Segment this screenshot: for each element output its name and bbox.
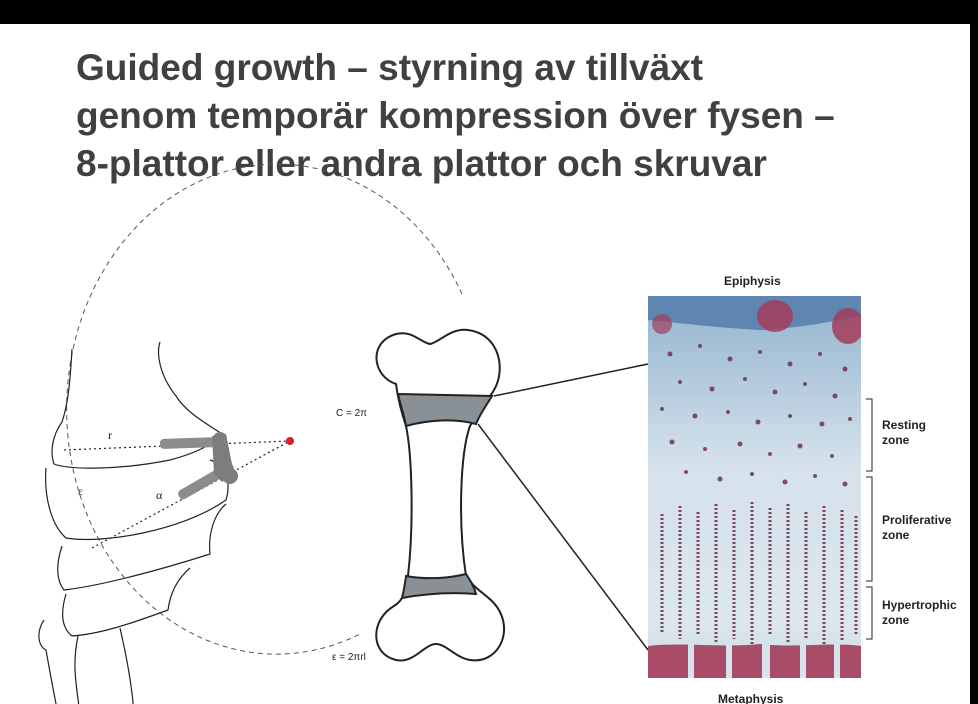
zoom-line-top bbox=[493, 363, 649, 397]
bone-outline bbox=[375, 328, 505, 662]
tibia-lower bbox=[62, 567, 191, 637]
femur-outline bbox=[51, 341, 223, 469]
proliferative-bracket bbox=[866, 476, 873, 582]
zone-proliferative-line2: zone bbox=[882, 528, 910, 542]
fibula-outline bbox=[38, 619, 57, 704]
histology-image bbox=[648, 296, 861, 678]
slide: Guided growth – styrning av tillväxt gen… bbox=[0, 24, 970, 704]
zone-brackets bbox=[866, 398, 873, 640]
window-edge bbox=[970, 24, 978, 704]
zone-hypertrophic-line1: Hypertrophic bbox=[882, 598, 957, 612]
distal-physis bbox=[400, 572, 478, 600]
formula-circumference: C = 2π bbox=[336, 408, 368, 419]
zoom-line-bottom bbox=[477, 423, 649, 651]
title-line-3: 8-plattor eller andra plattor och skruva… bbox=[76, 143, 767, 184]
zone-resting-line1: Resting bbox=[882, 418, 927, 432]
label-epsilon: ε bbox=[78, 484, 84, 498]
long-bone bbox=[375, 328, 505, 662]
figure bbox=[38, 163, 873, 704]
tibia-epiphysis bbox=[45, 459, 229, 541]
proximal-physis bbox=[396, 392, 494, 428]
title-line-2: genom temporär kompression över fysen – bbox=[76, 95, 835, 136]
label-epiphysis: Epiphysis bbox=[724, 274, 781, 288]
formula-epsilon: ε = 2πrl bbox=[332, 652, 366, 663]
zone-proliferative-line1: Proliferative bbox=[882, 513, 952, 527]
label-r: r bbox=[108, 428, 112, 442]
zone-hypertrophic-line2: zone bbox=[882, 613, 910, 627]
knee-diagram bbox=[38, 163, 463, 704]
eight-plate bbox=[159, 432, 238, 500]
dashed-arc bbox=[66, 163, 463, 655]
zone-label-proliferative: Proliferative zone bbox=[882, 513, 951, 543]
label-alpha: α bbox=[156, 488, 163, 502]
slide-title: Guided growth – styrning av tillväxt gen… bbox=[76, 44, 936, 188]
rotation-point bbox=[286, 437, 294, 445]
tibia-shaft bbox=[57, 503, 227, 591]
label-metaphysis: Metaphysis bbox=[718, 692, 784, 704]
zone-label-resting: Resting zone bbox=[882, 418, 926, 448]
resting-bracket bbox=[866, 398, 873, 472]
title-line-1: Guided growth – styrning av tillväxt bbox=[76, 47, 704, 88]
zone-label-hypertrophic: Hypertrophic zone bbox=[882, 598, 957, 628]
zone-resting-line2: zone bbox=[882, 433, 910, 447]
hypertrophic-bracket bbox=[866, 586, 873, 640]
